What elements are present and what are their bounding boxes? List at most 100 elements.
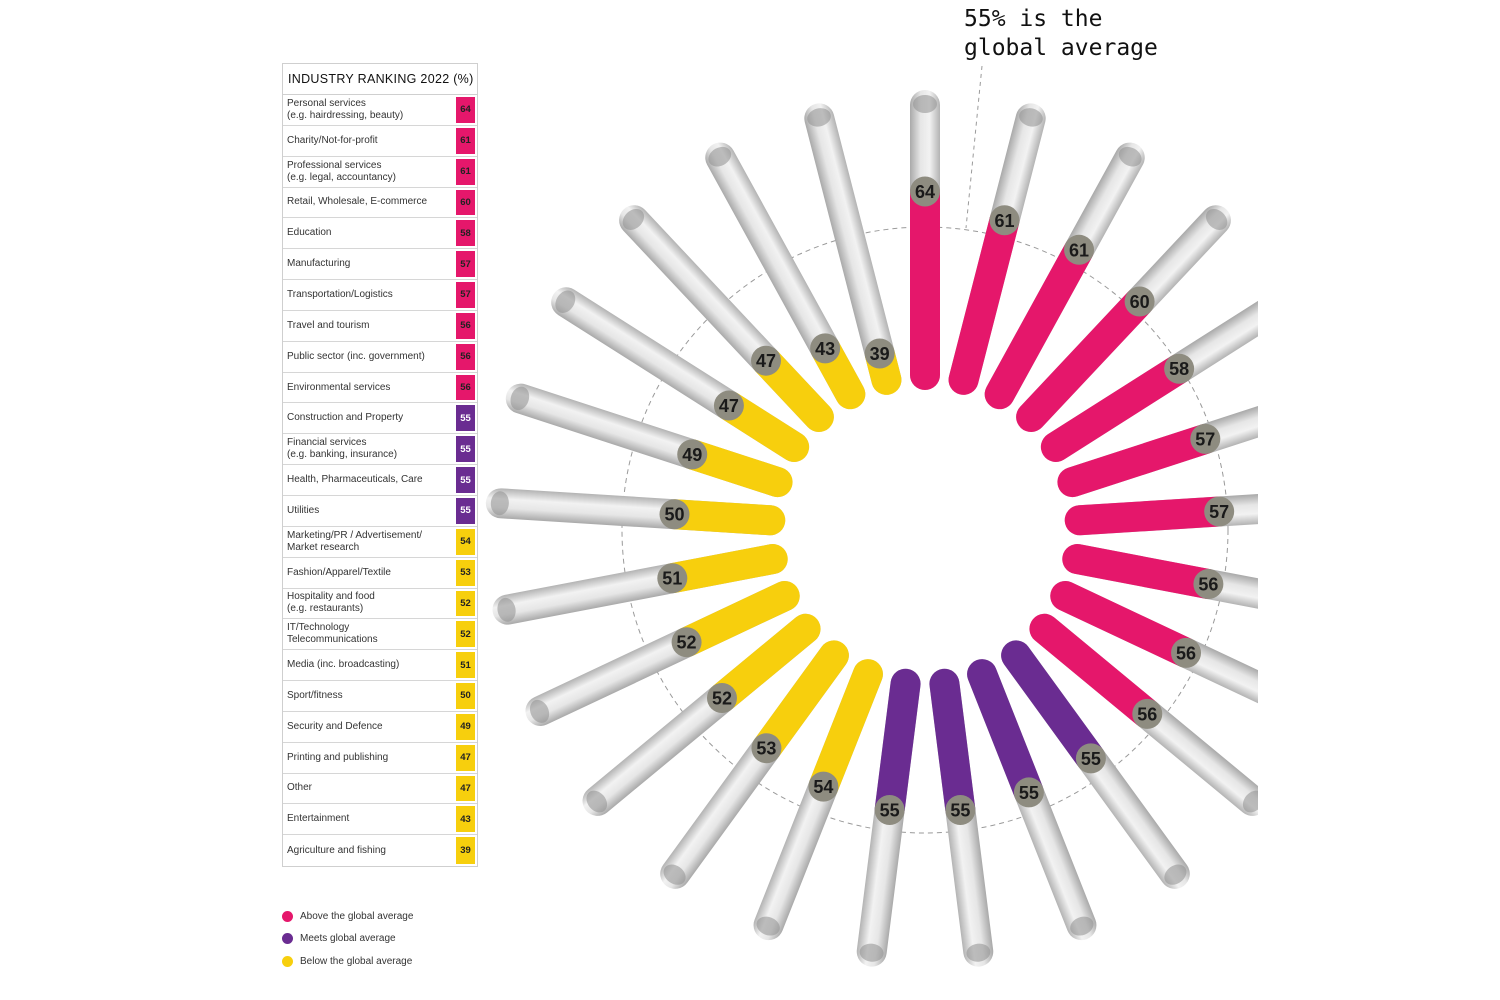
radial-bar xyxy=(505,383,793,498)
bar-track xyxy=(804,103,902,395)
value-badge xyxy=(751,345,782,376)
row-value: 43 xyxy=(456,806,475,833)
row-label: Personal services (e.g. hairdressing, be… xyxy=(287,97,404,121)
bar-fill xyxy=(1040,354,1194,462)
row-value: 47 xyxy=(456,744,475,771)
bar-track-end xyxy=(1318,384,1343,412)
legend: Above the global average Meets global ave… xyxy=(282,905,413,973)
row-label: Media (inc. broadcasting) xyxy=(287,659,400,671)
value-badge xyxy=(910,176,940,207)
value-label: 43 xyxy=(815,339,835,359)
table-title: INDUSTRY RANKING 2022 (%) xyxy=(283,64,477,95)
row-value: 52 xyxy=(456,590,475,617)
bar-track-end xyxy=(1118,146,1142,167)
row-label: Travel and tourism xyxy=(287,319,370,331)
value-label: 52 xyxy=(712,688,732,708)
bar-fill xyxy=(910,177,940,390)
bar-fill xyxy=(929,668,976,825)
bar-fill xyxy=(984,235,1094,410)
bar-fill xyxy=(1062,544,1223,599)
table-row: Environmental services 56 xyxy=(283,373,477,404)
table-row: Agriculture and fishing 39 xyxy=(283,835,477,866)
value-label: 54 xyxy=(813,777,833,797)
value-badge xyxy=(1132,698,1163,729)
bar-track-end xyxy=(1164,864,1187,885)
value-label: 64 xyxy=(915,182,935,202)
value-badge xyxy=(1124,286,1155,317)
row-value: 39 xyxy=(456,837,475,865)
bar-fill xyxy=(660,499,786,536)
radial-bar xyxy=(948,103,1046,395)
row-label: Professional services (e.g. legal, accou… xyxy=(287,159,396,183)
value-badge xyxy=(945,795,976,826)
bar-fill xyxy=(967,659,1044,807)
bar-fill xyxy=(658,544,788,594)
row-value: 64 xyxy=(456,97,475,123)
radial-bar xyxy=(660,640,849,889)
row-value: 53 xyxy=(456,559,475,586)
callout-line-1: 55% is the xyxy=(964,6,1103,32)
table-row: Marketing/PR / Advertisement/ Market res… xyxy=(283,527,477,558)
value-label: 39 xyxy=(870,344,890,364)
bar-track-end xyxy=(1297,697,1324,726)
table-row: Education 58 xyxy=(283,218,477,250)
bar-track-end xyxy=(966,943,991,962)
bar-track-end xyxy=(859,943,884,962)
table-row: Sport/fitness 50 xyxy=(283,681,477,712)
table-row: Health, Pharmaceuticals, Care 55 xyxy=(283,465,477,496)
legend-label: Below the global average xyxy=(300,955,413,967)
table-row: Manufacturing 57 xyxy=(283,249,477,281)
legend-item-meets: Meets global average xyxy=(282,928,413,951)
table-row: Transportation/Logistics 57 xyxy=(283,280,477,311)
row-value: 47 xyxy=(456,775,475,802)
row-value: 52 xyxy=(456,621,475,648)
value-label: 53 xyxy=(756,739,776,759)
callout-line-2: global average xyxy=(964,35,1158,61)
value-label: 55 xyxy=(1019,783,1039,803)
radial-bar xyxy=(910,90,940,390)
row-label: Education xyxy=(287,227,332,239)
bar-track-end xyxy=(555,290,576,313)
value-label: 52 xyxy=(677,633,697,653)
row-label: Financial services (e.g. banking, insura… xyxy=(287,437,398,461)
bar-fill xyxy=(1050,580,1201,668)
bar-track-end xyxy=(490,491,509,516)
value-badge xyxy=(874,795,905,826)
legend-dot-icon xyxy=(282,910,293,922)
value-badge xyxy=(677,439,708,470)
table-row: Charity/Not-for-profit 61 xyxy=(283,126,477,157)
bar-track-end xyxy=(1070,916,1094,936)
row-label: Agriculture and fishing xyxy=(287,844,386,856)
row-value: 58 xyxy=(456,220,475,247)
row-value: 50 xyxy=(456,683,475,709)
value-badge xyxy=(1204,496,1235,527)
row-label: Other xyxy=(287,782,313,794)
row-value: 61 xyxy=(456,158,475,185)
value-label: 57 xyxy=(1209,502,1229,522)
row-label: Fashion/Apparel/Textile xyxy=(287,566,391,578)
bar-fill xyxy=(948,206,1020,395)
table-row: Utilities 55 xyxy=(283,496,477,527)
legend-dot-icon xyxy=(282,933,293,945)
value-label: 61 xyxy=(995,211,1015,231)
industry-ranking-table: INDUSTRY RANKING 2022 (%) Personal servi… xyxy=(282,63,478,868)
row-value: 56 xyxy=(456,312,475,339)
value-badge xyxy=(671,627,702,658)
value-label: 50 xyxy=(664,505,684,525)
bar-track-end xyxy=(807,108,831,127)
value-badge xyxy=(1164,353,1195,384)
bar-track-end xyxy=(1332,596,1354,623)
table-row: Retail, Wholesale, E-commerce 60 xyxy=(283,188,477,219)
bar-track-end xyxy=(586,790,608,813)
bar-track-end xyxy=(663,864,686,885)
row-label: Utilities xyxy=(287,504,320,516)
radial-bar xyxy=(984,142,1145,410)
row-label: Sport/fitness xyxy=(287,689,343,701)
bar-track-end xyxy=(529,699,550,723)
value-label: 56 xyxy=(1137,704,1157,724)
bar-fill xyxy=(1001,640,1106,773)
value-label: 56 xyxy=(1198,575,1218,595)
bar-fill xyxy=(1057,424,1220,498)
row-label: Health, Pharmaceuticals, Care xyxy=(287,474,423,486)
bar-track-end xyxy=(708,146,732,167)
